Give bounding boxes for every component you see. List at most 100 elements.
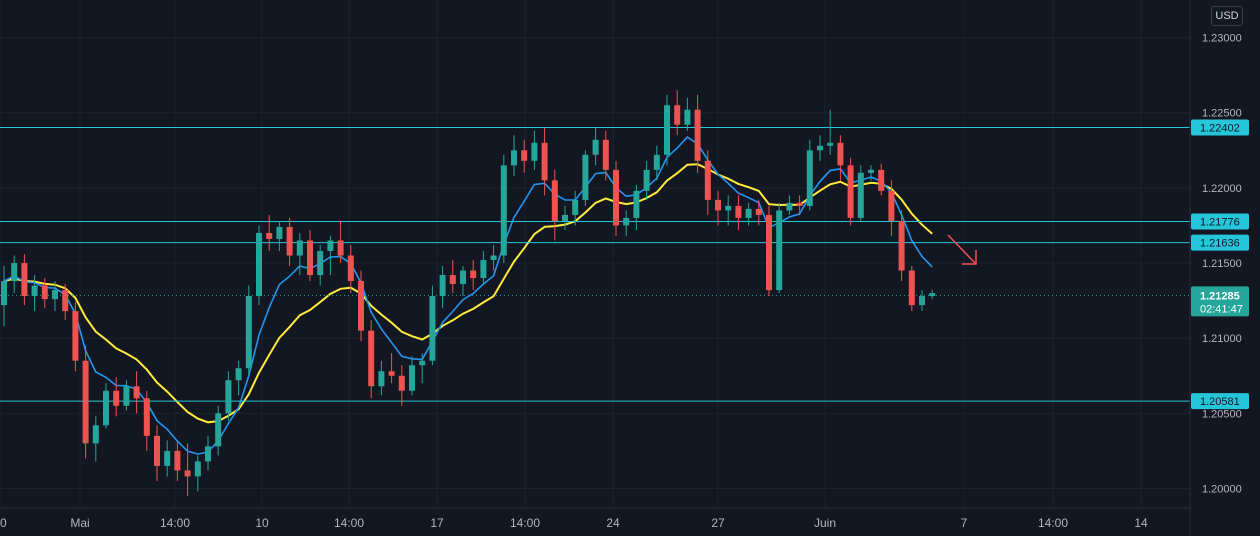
candle-body [347,255,354,282]
candle-body [409,365,415,391]
candle-body [215,413,222,447]
candle-body [592,139,599,155]
candle-body [684,109,691,125]
time-tick-label: 14:00 [510,516,540,530]
candle-body [827,142,834,146]
candle-body [307,240,313,276]
candle-body [480,260,487,279]
candle-body [511,150,517,166]
candle-body [500,165,507,256]
candle-body [21,263,28,297]
horizontal-levels [0,126,1190,402]
candle-body [704,160,711,200]
price-tick-label: 1.20000 [1202,483,1242,495]
grid [0,0,1190,508]
candle-body [898,220,905,271]
candle-body [470,270,477,279]
candle-body [235,368,242,381]
level-price-label: 1.22402 [1200,122,1240,134]
trend-arrow-icon [947,234,977,265]
candle-body [154,435,160,466]
candle-body [551,180,558,221]
time-tick-label: 14:00 [334,516,364,530]
level-price-label: 1.20581 [1200,396,1240,408]
candle-body [52,290,58,300]
candle-body [735,205,742,218]
time-tick-label: 27 [711,516,725,530]
candle-body [613,169,619,226]
candle-body [694,109,701,161]
candle-body [123,386,130,406]
candle-body [837,142,844,166]
candle-body [337,240,344,256]
slow-moving-average-line [3,163,933,424]
candle-body [643,169,650,191]
candle-body [755,208,762,215]
candle-body [419,360,426,366]
candle-body [327,240,334,251]
candle-body [908,270,915,306]
candle-body [62,290,69,312]
candle-body [674,105,681,125]
currency-button[interactable]: USD [1211,6,1243,26]
time-tick-label: 10 [255,516,269,530]
candle-body [1,281,7,306]
level-price-label: 1.21636 [1200,238,1240,250]
price-tick-label: 1.20500 [1202,408,1242,420]
level-price-tag [1191,234,1249,251]
candle-body [225,380,232,414]
candle-body [817,145,823,151]
candle-body [806,150,813,206]
candle-body [133,386,140,399]
candle-body [256,232,262,297]
candle-body [245,296,252,369]
time-tick-label: 14:00 [160,516,190,530]
candle-body [766,214,772,291]
candle-body [623,217,630,226]
candle-body [276,226,283,239]
candle-body [368,330,375,387]
candle-body [633,190,640,218]
candle-body [490,255,497,261]
candle-body [449,275,456,285]
candle-body [429,296,436,361]
candle-body [205,446,211,462]
time-tick-label: 14 [1134,516,1148,530]
candle-body [266,232,273,239]
price-tick-label: 1.22000 [1202,183,1242,195]
candle-body [11,263,18,282]
arrow-shaft [947,234,977,265]
candle-body [184,470,191,477]
price-axis-panel [1190,0,1260,536]
price-tick-label: 1.21000 [1202,333,1242,345]
candles [1,90,936,496]
price-tick-label: 1.23000 [1202,33,1242,45]
current-price-label: 1.21285 [1200,290,1240,302]
candle-body [358,281,364,331]
candle-body [388,371,395,376]
candle-body [725,205,732,211]
candle-body [113,390,120,406]
candle-body [72,311,79,361]
price-tick-label: 1.22500 [1202,108,1242,120]
candle-body [378,371,385,387]
time-tick-label: Juin [814,516,836,530]
time-tick-label: Mai [70,516,89,530]
arrow-head [962,250,977,265]
time-tick-label: 00 [0,516,7,530]
time-tick-label: 7 [961,516,968,530]
candle-body [174,450,181,471]
candle-body [398,375,405,391]
candle-body [164,450,171,466]
candle-body [878,169,885,191]
time-tick-label: 14:00 [1038,516,1068,530]
candle-body [919,296,925,306]
candle-body [653,154,660,170]
candle-body [82,360,89,444]
candle-body [582,154,589,200]
level-price-tag [1191,393,1249,410]
time-tick-label: 24 [606,516,620,530]
candle-body [562,214,568,221]
candle-body [317,250,324,276]
